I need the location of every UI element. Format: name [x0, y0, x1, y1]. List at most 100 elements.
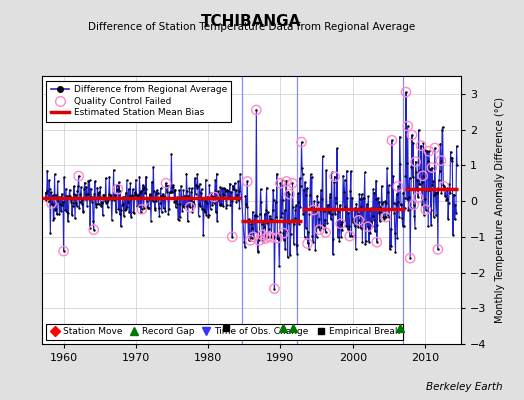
- Point: [250, 235, 258, 242]
- Point: [139, 182, 147, 188]
- Point: [363, 205, 371, 211]
- Point: [73, 203, 81, 209]
- Point: [127, 213, 135, 220]
- Point: [160, 194, 169, 201]
- Point: [252, 107, 260, 113]
- Point: [67, 198, 75, 205]
- Point: [278, 177, 287, 184]
- Point: [408, 132, 416, 138]
- Point: [337, 218, 346, 225]
- Point: [323, 220, 332, 226]
- Point: [283, 254, 292, 261]
- Point: [208, 193, 216, 199]
- Point: [81, 180, 89, 186]
- Point: [417, 142, 425, 149]
- Point: [280, 237, 288, 243]
- Point: [313, 198, 322, 205]
- Point: [244, 237, 253, 243]
- Point: [363, 201, 372, 207]
- Point: [377, 183, 386, 189]
- Point: [246, 232, 254, 238]
- Point: [212, 209, 220, 216]
- Point: [163, 183, 171, 189]
- Point: [188, 209, 196, 215]
- Point: [266, 217, 275, 224]
- Point: [352, 246, 360, 252]
- Point: [420, 146, 429, 153]
- Point: [199, 196, 207, 202]
- Text: Difference of Station Temperature Data from Regional Average: Difference of Station Temperature Data f…: [88, 22, 415, 32]
- Point: [139, 204, 148, 211]
- Point: [347, 168, 355, 175]
- Point: [84, 178, 93, 184]
- Point: [436, 158, 445, 164]
- Point: [138, 206, 146, 212]
- Point: [167, 151, 176, 157]
- Point: [242, 193, 250, 199]
- Point: [52, 205, 61, 212]
- Point: [376, 218, 384, 224]
- Point: [324, 208, 333, 214]
- Point: [253, 248, 261, 255]
- Point: [186, 204, 194, 210]
- Point: [138, 206, 146, 212]
- Point: [453, 162, 461, 168]
- Point: [223, 202, 231, 208]
- Point: [331, 173, 339, 180]
- Point: [215, 202, 224, 208]
- Point: [305, 211, 313, 218]
- Point: [51, 192, 60, 198]
- Point: [128, 192, 136, 198]
- Point: [406, 255, 414, 262]
- Point: [228, 234, 236, 240]
- Point: [288, 216, 296, 223]
- Point: [285, 220, 293, 226]
- Point: [248, 224, 256, 231]
- Point: [42, 188, 51, 194]
- Point: [368, 213, 377, 220]
- Point: [75, 198, 84, 205]
- Point: [375, 210, 383, 216]
- Point: [184, 193, 192, 199]
- Point: [183, 218, 192, 224]
- Point: [274, 236, 282, 242]
- Point: [66, 193, 74, 200]
- Point: [90, 226, 98, 233]
- Point: [358, 238, 366, 245]
- Point: [180, 203, 188, 210]
- Point: [282, 178, 291, 185]
- Point: [135, 174, 144, 180]
- Point: [429, 178, 437, 185]
- Point: [325, 194, 334, 200]
- Point: [366, 230, 374, 236]
- Point: [444, 216, 452, 222]
- Point: [156, 200, 164, 206]
- Point: [428, 182, 436, 188]
- Point: [191, 190, 200, 197]
- Point: [125, 186, 133, 192]
- Point: [110, 197, 118, 204]
- Point: [115, 179, 123, 185]
- Point: [372, 177, 380, 184]
- Point: [335, 237, 344, 244]
- Point: [163, 183, 172, 189]
- Point: [319, 221, 328, 228]
- Point: [419, 140, 428, 146]
- Point: [415, 180, 423, 187]
- Point: [379, 199, 387, 206]
- Point: [210, 194, 219, 200]
- Point: [202, 211, 211, 218]
- Point: [147, 218, 155, 224]
- Point: [388, 205, 397, 212]
- Point: [50, 215, 58, 221]
- Point: [189, 199, 198, 205]
- Point: [190, 202, 199, 209]
- Point: [244, 218, 252, 224]
- Point: [384, 212, 392, 218]
- Point: [222, 188, 230, 194]
- Point: [349, 215, 357, 222]
- Point: [178, 194, 186, 201]
- Point: [99, 212, 107, 218]
- Point: [102, 175, 110, 181]
- Point: [330, 179, 338, 185]
